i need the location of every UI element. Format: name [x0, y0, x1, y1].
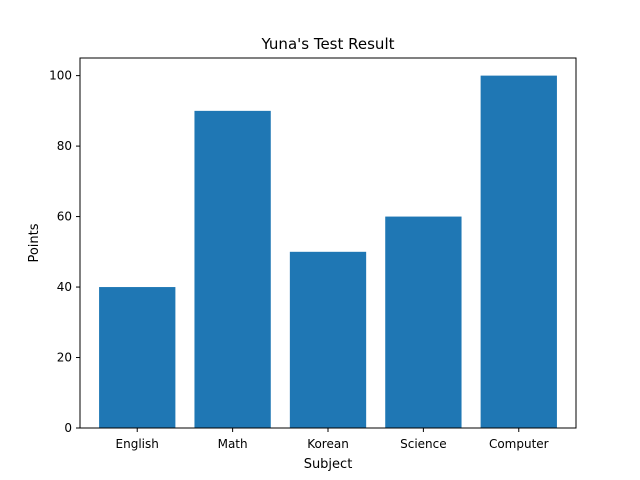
y-axis-label: Points [27, 223, 42, 262]
y-axis: 0 20 40 60 80 100 [49, 69, 80, 435]
bar-english [99, 287, 176, 428]
x-tick-label: Science [400, 437, 447, 451]
x-tick-label: English [116, 437, 159, 451]
bars [99, 75, 557, 429]
plot-area [79, 57, 577, 429]
y-tick-label: 40 [57, 280, 72, 294]
y-tick-label: 100 [49, 69, 72, 83]
y-tick-label: 60 [57, 210, 72, 224]
bar-korean [289, 251, 367, 428]
x-axis: English Math Korean Science Computer [116, 428, 549, 451]
y-tick-label: 0 [64, 421, 72, 435]
x-tick-label: Korean [307, 437, 349, 451]
chart-title: Yuna's Test Result [260, 35, 394, 53]
bar-science [385, 216, 462, 428]
bar-computer [480, 75, 557, 429]
y-tick-label: 80 [57, 139, 72, 153]
y-tick-label: 20 [57, 351, 72, 365]
bar-math [194, 110, 271, 429]
x-tick-label: Math [218, 437, 248, 451]
x-axis-label: Subject [304, 457, 353, 472]
x-tick-label: Computer [489, 437, 549, 451]
